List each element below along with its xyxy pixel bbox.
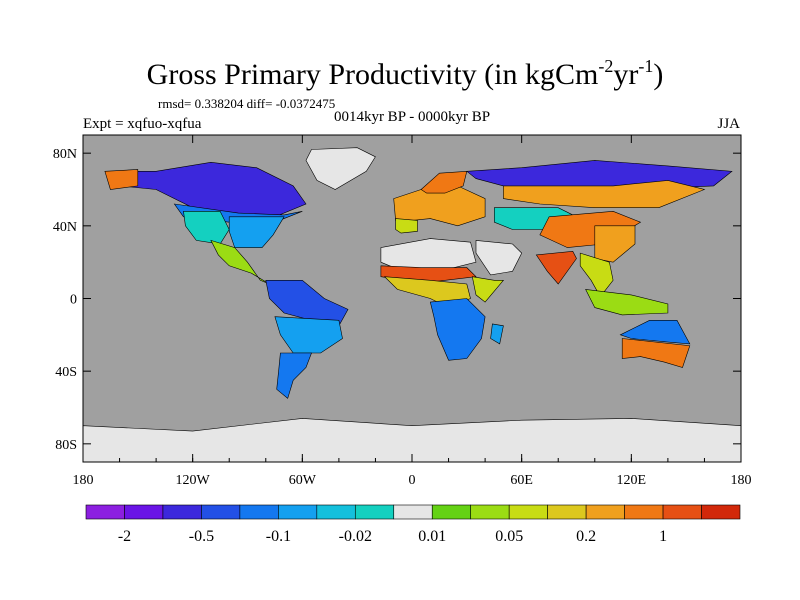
colorbar-swatch: [508, 504, 548, 520]
y-tick-label: 0: [70, 293, 77, 308]
colorbar-swatch: [701, 504, 741, 520]
colorbar-swatch: [431, 504, 472, 520]
y-tick-label: 40S: [55, 365, 77, 380]
colorbar-swatch: [124, 504, 164, 520]
region-south-america-central: [274, 316, 343, 354]
region-australia-south: [621, 338, 691, 368]
region-scandinavia: [420, 170, 468, 194]
x-tick-label: 60W: [289, 473, 317, 488]
region-south-america-south: [276, 352, 312, 399]
region-east-africa: [471, 276, 505, 303]
region-central-south-africa: [429, 298, 486, 361]
colorbar-label: 0.2: [576, 528, 596, 545]
colorbar-swatch: [162, 504, 202, 520]
region-india: [535, 250, 577, 285]
title-main: Gross Primary Productivity (in kgCm: [147, 58, 599, 91]
colorbar-swatch: [585, 504, 625, 520]
colorbar-label: 0.05: [495, 528, 523, 545]
colorbar-swatch: [85, 504, 125, 520]
region-siberia-central: [503, 180, 706, 208]
y-tick-label: 40N: [53, 220, 77, 235]
region-alaska-west: [104, 169, 139, 190]
colorbar-swatch: [662, 504, 702, 520]
map-plot: 180 120W 60W 0 60E 120E 180 80N 40N 0 40S 80S: [53, 134, 752, 488]
title-close: ): [653, 58, 663, 91]
colorbar-swatch: [393, 504, 433, 520]
stats-label: rmsd= 0.338204 diff= -0.0372475: [158, 96, 335, 111]
x-tick-label: 120W: [176, 473, 211, 488]
colorbar-swatch: [547, 504, 587, 520]
colorbar-swatch: [278, 504, 318, 520]
region-madagascar: [490, 323, 504, 345]
x-tick-label: 180: [731, 473, 752, 488]
colorbar-swatch: [354, 504, 395, 520]
colorbar-label: 0.01: [418, 528, 446, 545]
region-middle-east-desert: [475, 240, 523, 276]
experiment-label: Expt = xqfuo-xqfua: [83, 116, 202, 132]
region-china-east: [594, 225, 636, 263]
region-greenland-ice: [305, 147, 376, 190]
x-tick-label: 0: [409, 473, 416, 488]
colorbar-swatch: [624, 504, 664, 520]
x-tick-label: 180: [73, 473, 94, 488]
x-tick-label: 60E: [510, 473, 533, 488]
colorbar: -2 -0.5 -0.1 -0.02 0.01 0.05 0.2 1: [85, 504, 741, 545]
season-label: JJA: [717, 116, 740, 132]
colorbar-label: -2: [118, 528, 131, 545]
title-yr: yr: [613, 58, 638, 91]
x-tick-label: 120E: [617, 473, 647, 488]
y-tick-label: 80S: [55, 438, 77, 453]
y-tick-label: 80N: [53, 147, 77, 162]
colorbar-swatch: [201, 504, 241, 520]
region-sahara: [380, 238, 477, 272]
gpp-field: [82, 147, 742, 463]
chart-title: Gross Primary Productivity (in kgCm-2yr-…: [147, 56, 664, 91]
region-iberia-med: [395, 218, 418, 234]
colorbar-label: -0.1: [266, 528, 291, 545]
colorbar-swatch: [470, 504, 510, 520]
colorbar-swatch: [239, 504, 279, 520]
title-sup-m2: -2: [598, 56, 613, 76]
region-indonesia: [585, 289, 669, 316]
region-north-america-core: [109, 161, 307, 218]
subtitle-label: 0014kyr BP - 0000kyr BP: [334, 109, 490, 125]
axis-ticks: 180 120W 60W 0 60E 120E 180 80N 40N 0 40S 80S: [53, 135, 752, 488]
colorbar-label: 1: [659, 528, 667, 545]
title-sup-m1: -1: [638, 56, 653, 76]
region-usa-east: [228, 216, 285, 248]
colorbar-swatch: [316, 504, 356, 520]
colorbar-label: -0.02: [339, 528, 372, 545]
region-australia-north: [619, 319, 691, 345]
colorbar-label: -0.5: [189, 528, 214, 545]
